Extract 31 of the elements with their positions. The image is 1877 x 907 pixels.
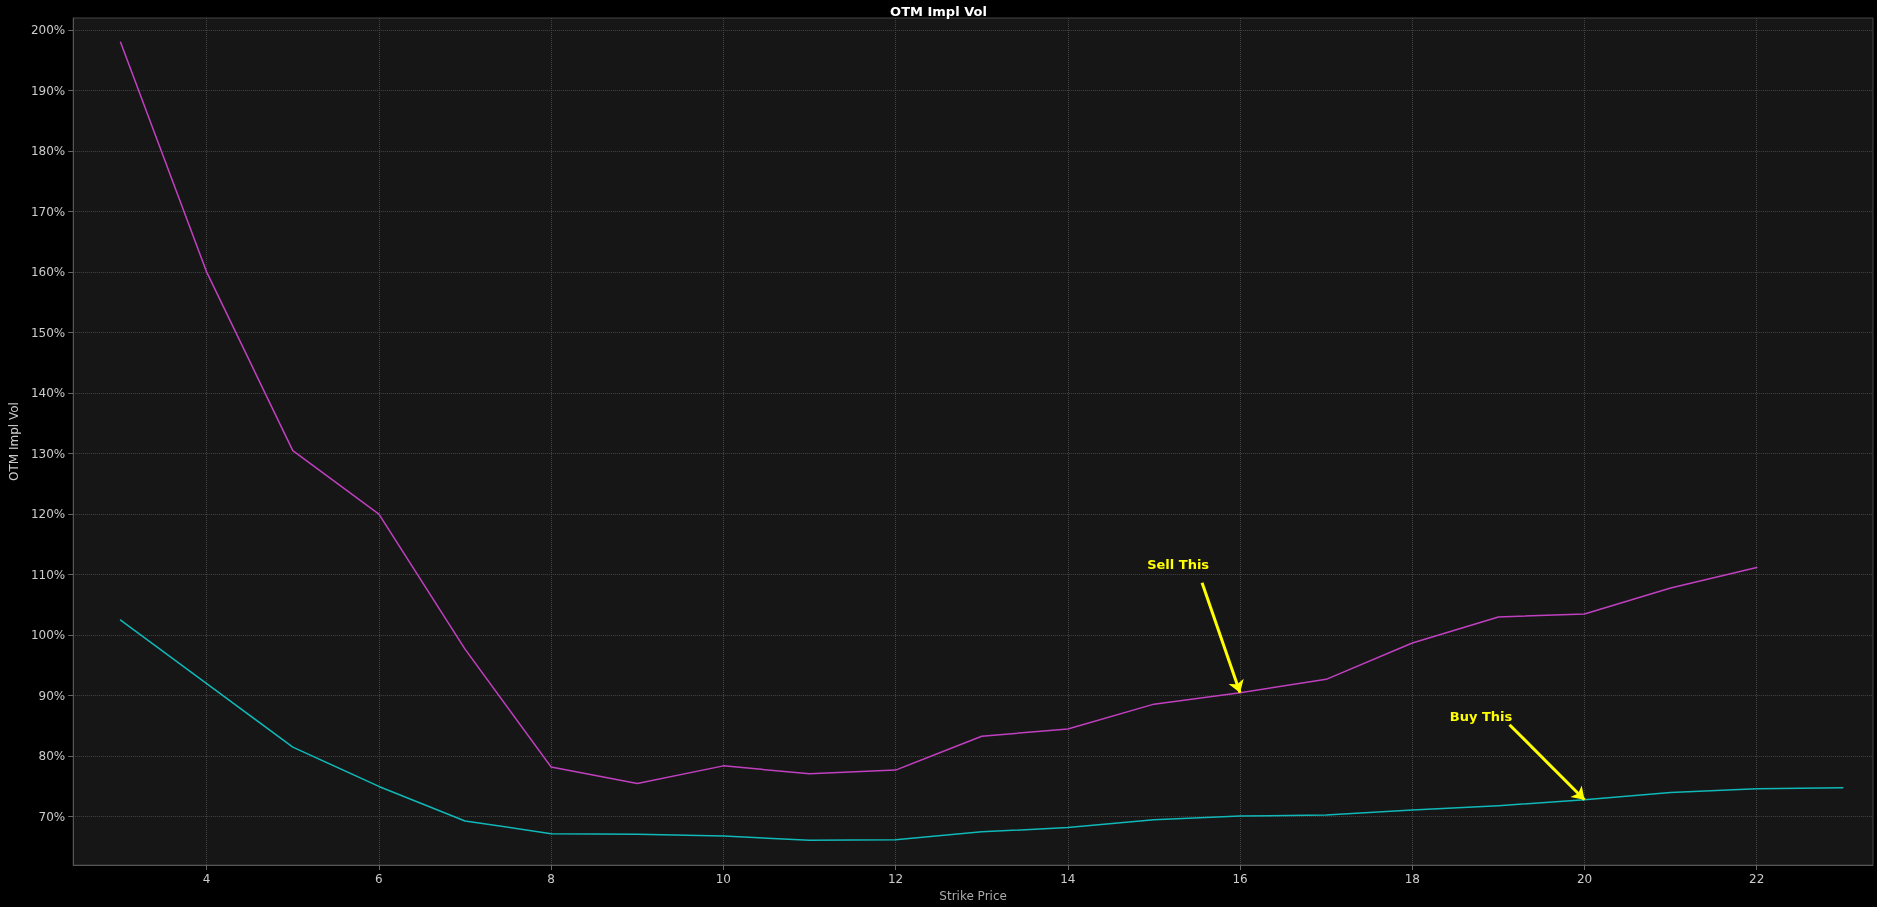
x-axis-title: Strike Price	[939, 889, 1007, 903]
x-tick-label: 22	[1749, 872, 1765, 887]
annotation: Buy This	[1449, 708, 1513, 724]
x-tick-label: 8	[547, 872, 555, 887]
chart-title: OTM Impl Vol	[890, 4, 987, 19]
y-tick-label: 70%	[38, 809, 66, 824]
y-tick-label: 140%	[30, 386, 66, 401]
y-tick-label: 180%	[30, 144, 66, 159]
y-tick-label: 110%	[30, 567, 66, 582]
x-tick-label: 16	[1232, 872, 1248, 887]
x-tick-label: 14	[1060, 872, 1076, 887]
x-tick-label: 10	[715, 872, 732, 887]
y-tick-label: 200%	[30, 23, 66, 38]
x-tick-label: 6	[375, 872, 383, 887]
line-series	[119, 41, 1758, 785]
annotation: Sell This	[1147, 557, 1210, 573]
x-tick-label: 12	[887, 872, 904, 887]
y-tick-label: 130%	[30, 446, 66, 461]
y-tick-label: 90%	[38, 688, 66, 703]
y-tick-label: 120%	[30, 507, 66, 522]
y-tick-label: 160%	[30, 265, 66, 280]
y-tick-label: 150%	[30, 325, 66, 340]
y-axis-title: OTM Impl Vol	[7, 402, 21, 481]
x-tick-label: 4	[202, 872, 211, 887]
x-tick-label: 18	[1404, 872, 1420, 887]
line-series	[119, 619, 1844, 842]
x-tick-label: 20	[1576, 872, 1593, 887]
y-tick-label: 100%	[30, 628, 66, 643]
y-tick-label: 190%	[30, 83, 66, 98]
y-tick-label: 170%	[30, 204, 66, 219]
y-tick-label: 80%	[38, 749, 66, 764]
